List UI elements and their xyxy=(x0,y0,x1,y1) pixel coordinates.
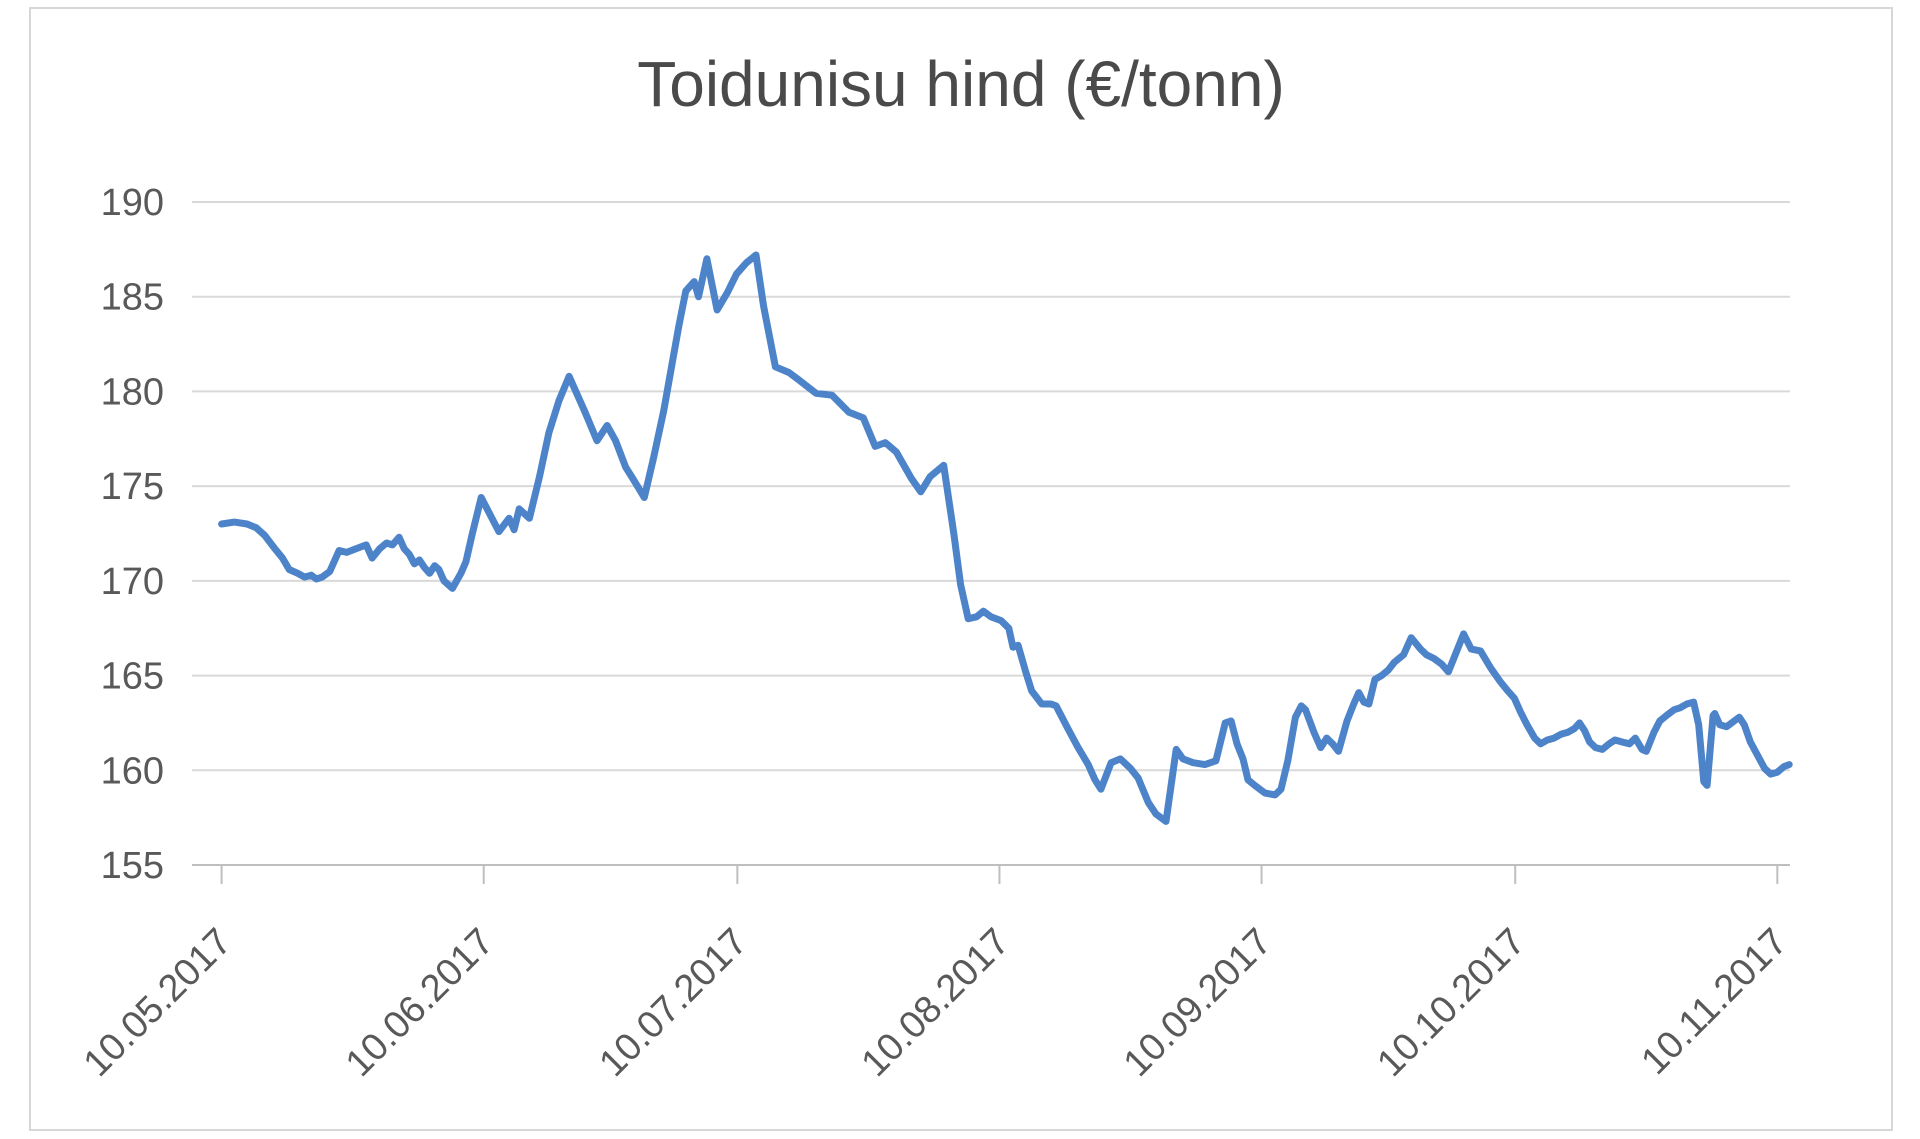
y-axis-label: 170 xyxy=(101,561,164,603)
y-axis-label: 190 xyxy=(101,182,164,224)
y-axis-labels-group: 155 160 165 170 175 180 185 190 xyxy=(101,182,164,887)
y-axis-label: 160 xyxy=(101,750,164,792)
x-axis-group xyxy=(192,864,1790,884)
y-axis-label: 175 xyxy=(101,466,164,508)
y-axis-label: 185 xyxy=(101,277,164,319)
price-series-line xyxy=(218,251,1793,825)
y-axis-label: 155 xyxy=(101,845,164,887)
y-axis-label: 165 xyxy=(101,656,164,698)
gridlines-group xyxy=(192,201,1790,772)
chart-title: Toidunisu hind (€/tonn) xyxy=(637,48,1285,120)
y-axis-label: 180 xyxy=(101,371,164,413)
data-series-group xyxy=(218,251,1793,825)
